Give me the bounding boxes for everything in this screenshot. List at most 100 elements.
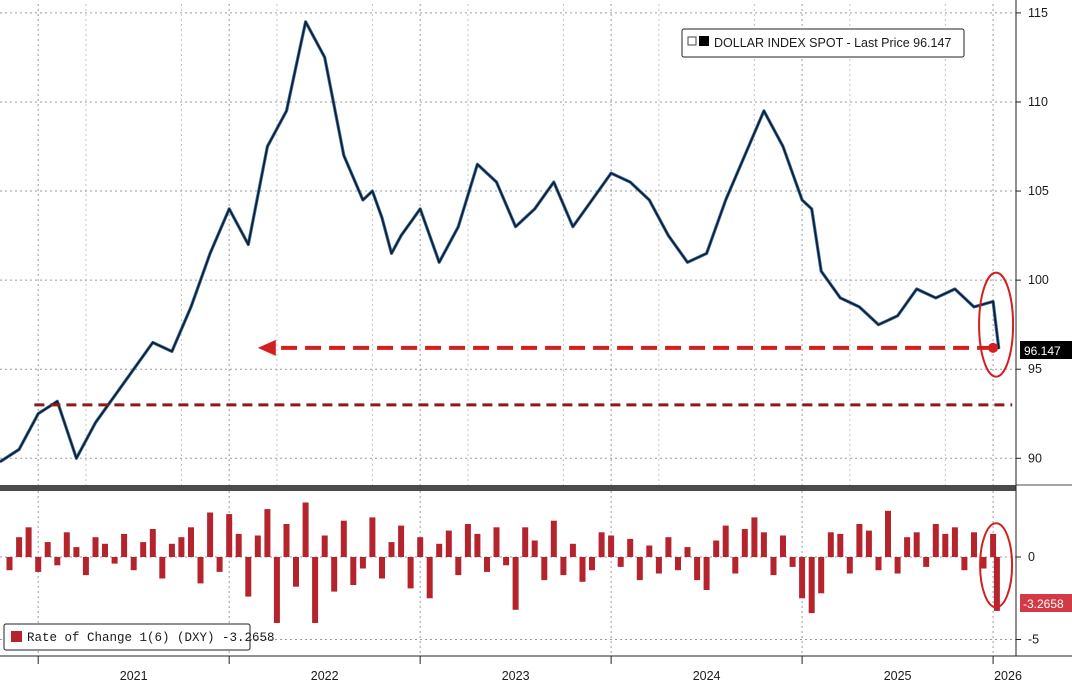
price-grid [0,4,1016,485]
price-point [629,181,631,183]
roc-bar [398,525,405,557]
roc-bar [875,557,882,571]
price-last-value-box [1020,341,1072,359]
price-point [247,243,249,246]
price-legend: DOLLAR INDEX SPOT - Last Price 96.147 [681,28,965,58]
roc-ellipse-annotation [979,522,1014,609]
price-last-value-tag: 96.147 [1020,341,1072,359]
roc-bar [617,557,624,567]
roc-y-axis: 0 -5 [1016,550,1039,647]
price-point [419,208,421,210]
roc-bar [63,532,70,558]
roc-bar [522,527,529,557]
price-point [744,154,746,157]
price-point [763,110,765,112]
price-point [992,300,994,303]
roc-bar [149,529,156,557]
price-point [820,270,822,272]
price-legend-label: DOLLAR INDEX SPOT - Last Price 96.147 [714,36,951,50]
roc-legend-label: Rate of Change 1(6) (DXY) -3.2658 [27,631,275,645]
roc-bar [207,512,214,557]
roc-bar [760,532,767,558]
roc-bar [904,537,911,557]
roc-bar [168,543,175,557]
roc-bar [350,557,357,585]
roc-bar [608,535,615,557]
price-point [610,172,612,174]
arrow-annotation-head [257,339,276,356]
roc-bar [111,557,118,564]
roc-y-tick-label: -5 [1028,633,1039,647]
roc-bar [312,557,319,623]
price-point [228,208,230,210]
roc-last-value: -3.2658 [1023,597,1064,611]
roc-bar [178,537,185,557]
price-point [94,422,97,424]
x-tick-label: 2026 [994,669,1022,683]
roc-bar [655,557,662,574]
price-point [935,297,937,299]
roc-bar [25,527,32,557]
roc-bar [140,542,147,557]
x-tick-label: 2021 [120,669,148,683]
roc-bar [579,557,586,582]
price-point [381,217,383,219]
roc-bar [808,557,815,614]
price-y-tick-label: 90 [1028,451,1042,465]
price-y-tick-label: 115 [1028,6,1048,20]
roc-bar [130,557,137,571]
price-point [667,234,670,237]
price-point [152,341,154,344]
roc-bar [751,517,758,557]
roc-bar [732,557,739,574]
roc-bar [293,557,299,587]
price-last-value: 96.147 [1024,344,1061,358]
x-axis: 2021 2022 2023 2024 2025 2026 [0,655,1072,683]
roc-bar [703,557,710,590]
price-point [782,145,784,148]
roc-bar [92,537,99,557]
price-point [266,145,268,148]
roc-bar [865,530,872,557]
price-point [476,163,479,165]
price-point [998,348,1000,350]
price-point [839,297,841,299]
roc-bar [675,557,681,571]
roc-bar [799,557,806,599]
price-point [591,199,593,201]
price-point [858,306,860,308]
roc-bar [560,557,567,576]
roc-bar [503,557,510,566]
roc-bar [407,557,414,589]
roc-bar [993,557,1000,611]
price-point [973,306,975,308]
price-point [811,208,813,210]
panel-divider[interactable] [0,485,1016,491]
price-point [362,199,364,201]
price-point [209,252,211,255]
roc-bar [636,557,643,581]
roc-bar [121,533,128,557]
roc-bar [44,542,51,557]
roc-bar [159,557,166,579]
roc-bar [445,530,452,557]
roc-bar [493,527,500,557]
roc-bar [894,557,901,574]
roc-bar [512,557,519,610]
roc-bar [273,557,280,623]
roc-bar [598,532,605,558]
price-point [896,315,899,317]
price-point [706,252,708,255]
roc-bar [369,517,376,557]
roc-bar [73,547,80,557]
roc-bar [770,557,777,576]
price-legend-box [681,28,965,58]
roc-bar [589,557,595,571]
price-point [133,368,135,370]
legend-collapse-icon[interactable] [687,36,697,46]
roc-panel: 0 -5 Rate of Change 1(6) (DXY) -3.2658 -3… [0,491,1072,656]
roc-bar [942,533,949,557]
roc-bar [455,557,462,576]
roc-bar [980,557,987,569]
